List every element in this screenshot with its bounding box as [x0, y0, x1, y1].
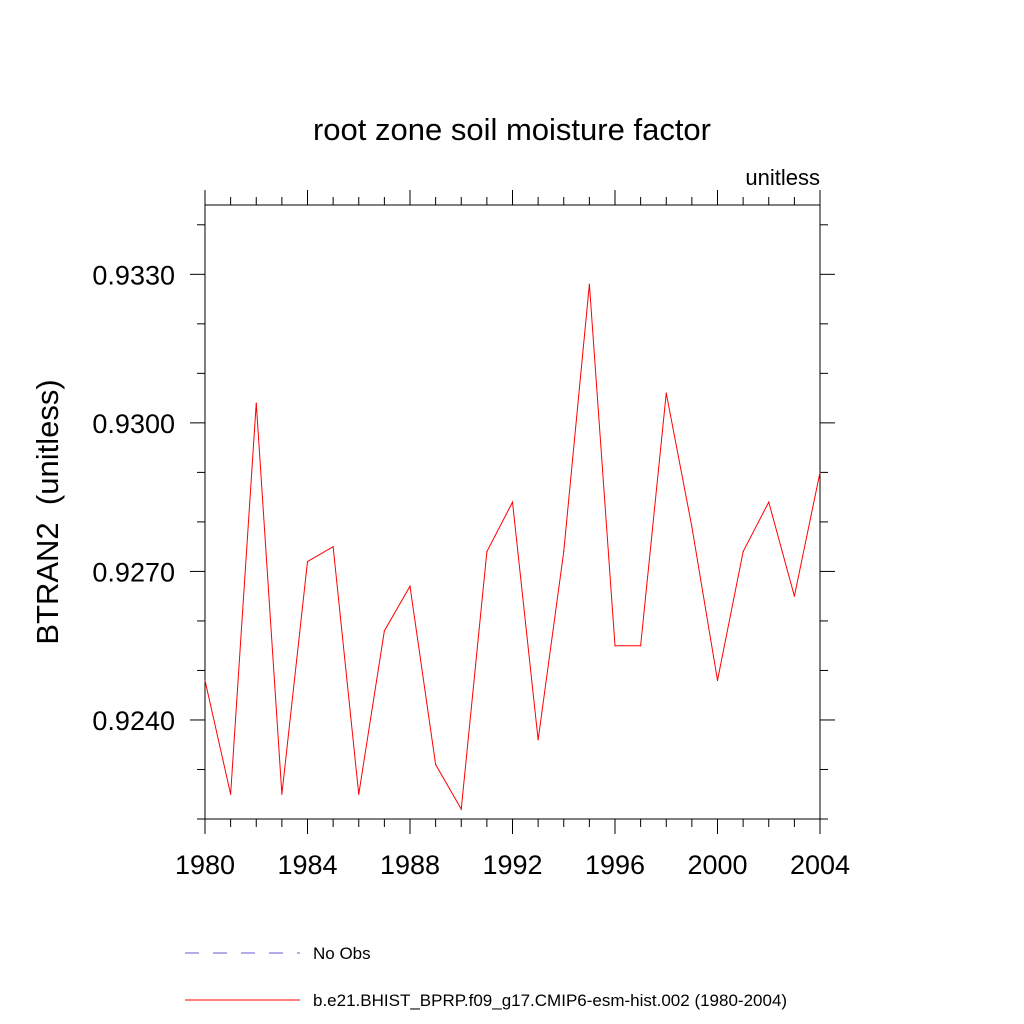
x-tick-label: 2004 — [790, 850, 850, 880]
data-point — [588, 283, 590, 285]
data-point — [306, 560, 309, 563]
chart-title: root zone soil moisture factor — [313, 112, 711, 147]
data-point — [358, 793, 360, 795]
x-tick-label: 1992 — [482, 850, 542, 880]
data-point — [716, 679, 719, 681]
x-tick-label: 1996 — [585, 850, 645, 880]
data-point — [409, 585, 411, 587]
data-point — [819, 471, 821, 473]
data-point — [435, 763, 437, 766]
data-point — [230, 793, 232, 795]
y-tick-label: 0.9240 — [92, 706, 175, 736]
data-point — [486, 551, 488, 553]
x-tick-label: 1988 — [380, 850, 440, 880]
x-tick-label: 2000 — [687, 850, 747, 880]
axis-ticks — [190, 190, 835, 834]
y-tick-label: 0.9270 — [92, 557, 175, 587]
chart-subtitle: unitless — [745, 165, 820, 190]
data-point — [281, 793, 283, 795]
data-point — [665, 392, 667, 394]
y-tick-label: 0.9330 — [92, 260, 175, 290]
y-tick-label: 0.9300 — [92, 409, 175, 439]
data-point — [768, 501, 770, 503]
data-point — [511, 501, 514, 503]
data-point — [537, 739, 539, 741]
data-point — [332, 546, 334, 548]
y-axis-label: BTRAN2 (unitless) — [30, 379, 65, 644]
series-layer — [204, 283, 821, 811]
x-tick-label: 1980 — [175, 850, 235, 880]
data-point — [793, 595, 795, 597]
data-point — [614, 645, 616, 647]
legend: No Obs b.e21.BHIST_BPRP.f09_g17.CMIP6-esm… — [185, 944, 787, 1010]
axis-tick-labels: 1980 1984 1988 1992 1996 2000 2004 0.9240 0.9270… — [92, 260, 850, 880]
data-point — [640, 645, 642, 647]
data-point — [383, 630, 385, 632]
plot-frame — [204, 204, 821, 820]
series-line — [204, 284, 821, 811]
data-point — [563, 551, 565, 553]
data-point — [460, 808, 462, 810]
legend-label: b.e21.BHIST_BPRP.f09_g17.CMIP6-esm-hist.… — [313, 991, 787, 1010]
legend-label: No Obs — [313, 944, 371, 963]
data-point — [691, 526, 693, 528]
data-point — [742, 551, 744, 553]
data-point — [255, 402, 257, 404]
x-tick-label: 1984 — [277, 850, 337, 880]
data-point — [204, 679, 206, 681]
